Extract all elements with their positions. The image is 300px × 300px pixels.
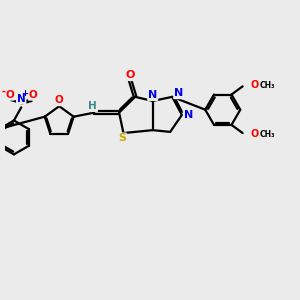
Text: O: O [55,95,64,105]
Text: O: O [5,90,14,100]
Text: N: N [17,94,26,104]
Text: N: N [148,90,157,100]
Text: O: O [28,90,37,100]
Text: N: N [184,110,193,120]
Text: O: O [251,80,259,90]
Text: -: - [2,87,6,97]
Text: +: + [22,89,28,98]
Text: CH₃: CH₃ [260,130,275,139]
Text: S: S [118,133,126,143]
Text: O: O [251,129,259,139]
Text: H: H [88,101,97,111]
Text: CH₃: CH₃ [260,81,275,90]
Text: O: O [125,70,135,80]
Text: N: N [174,88,183,98]
